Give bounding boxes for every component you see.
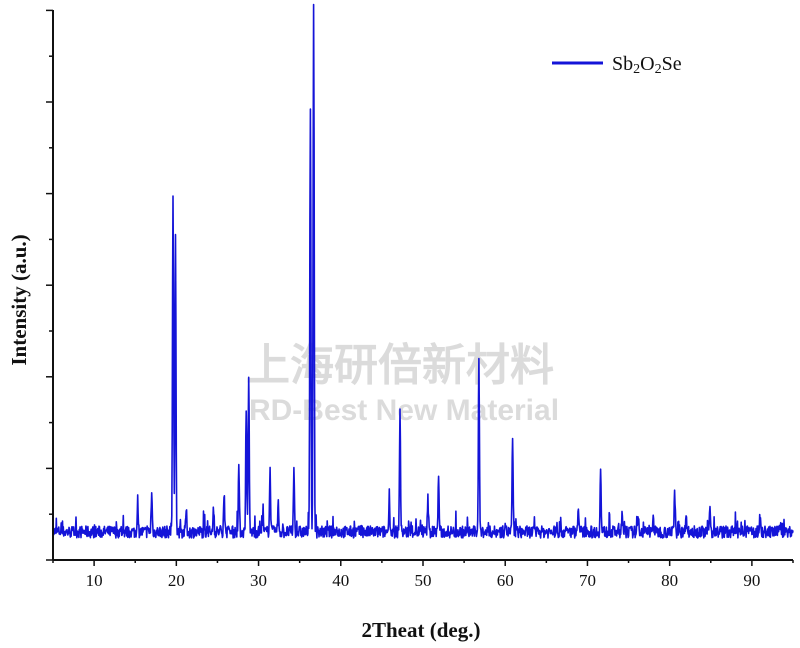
watermark-chinese: 上海研倍新材料 bbox=[246, 340, 554, 391]
x-tick-label: 30 bbox=[250, 571, 267, 590]
legend-label-sb2o2se: Sb2O2Se bbox=[612, 53, 682, 77]
y-axis-title: Intensity (a.u.) bbox=[7, 234, 31, 365]
x-tick-label: 60 bbox=[497, 571, 514, 590]
watermark-english: RD-Best New Material bbox=[249, 394, 559, 427]
plot-area bbox=[52, 3, 794, 539]
x-tick-label: 90 bbox=[743, 571, 760, 590]
series-line-sb2o2se bbox=[52, 3, 794, 539]
x-tick-label: 70 bbox=[579, 571, 596, 590]
x-tick-label: 80 bbox=[661, 571, 678, 590]
legend: Sb2O2Se bbox=[552, 53, 682, 77]
x-tick-label: 50 bbox=[415, 571, 432, 590]
x-axis-title: 2Theat (deg.) bbox=[362, 618, 481, 642]
x-tick-label: 40 bbox=[332, 571, 349, 590]
watermark: 上海研倍新材料 RD-Best New Material bbox=[246, 340, 559, 427]
axes: 10 20 30 40 50 60 70 80 90 bbox=[46, 9, 794, 590]
x-tick-label: 20 bbox=[168, 571, 185, 590]
x-tick-label: 10 bbox=[86, 571, 103, 590]
